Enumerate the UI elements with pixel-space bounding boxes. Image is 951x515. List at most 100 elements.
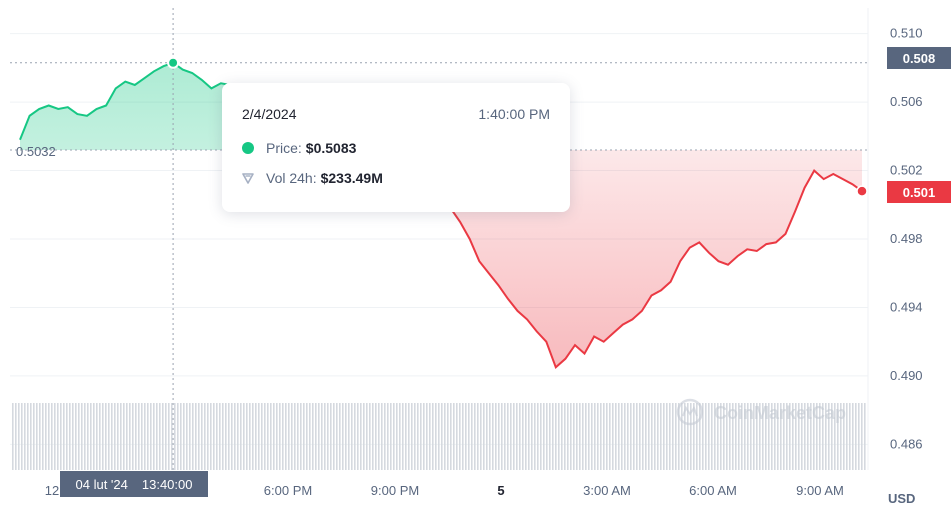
volume-bar [840, 403, 842, 470]
volume-bar [195, 403, 197, 470]
volume-bar [540, 403, 542, 470]
volume-bar [855, 403, 857, 470]
volume-bar [84, 403, 86, 470]
volume-bar [486, 403, 488, 470]
volume-bar [354, 403, 356, 470]
volume-bar [384, 403, 386, 470]
volume-bar [153, 403, 155, 470]
volume-bar [774, 403, 776, 470]
volume-bar [246, 403, 248, 470]
volume-bar [105, 403, 107, 470]
volume-bar [210, 403, 212, 470]
volume-bar [723, 403, 725, 470]
volume-bar [714, 403, 716, 470]
volume-bar [717, 403, 719, 470]
volume-bar [87, 403, 89, 470]
volume-bar [543, 403, 545, 470]
volume-bar [231, 403, 233, 470]
tooltip-price-row: Price: $0.5083 [242, 140, 356, 156]
volume-bar [48, 403, 50, 470]
volume-bar [525, 403, 527, 470]
volume-bar [264, 403, 266, 470]
tooltip-date: 2/4/2024 [242, 106, 297, 122]
volume-bar [744, 403, 746, 470]
volume-bar [432, 403, 434, 470]
volume-bar [261, 403, 263, 470]
volume-bar [141, 403, 143, 470]
current-price-badge: 0.501 [887, 181, 951, 203]
volume-bar [753, 403, 755, 470]
volume-bar [159, 403, 161, 470]
hover-time-badge: 04 lut '24 13:40:00 [60, 471, 208, 497]
volume-bar [111, 403, 113, 470]
volume-bar [18, 403, 20, 470]
volume-bar [687, 403, 689, 470]
tooltip-volume-value: $233.49M [320, 170, 383, 186]
currency-label: USD [888, 491, 916, 506]
volume-bar [138, 403, 140, 470]
volume-bar [612, 403, 614, 470]
volume-bar [390, 403, 392, 470]
volume-bar [366, 403, 368, 470]
volume-bar [462, 403, 464, 470]
volume-bar [123, 403, 125, 470]
volume-bar [120, 403, 122, 470]
volume-bar [495, 403, 497, 470]
y-tick-label: 0.486 [890, 436, 923, 451]
volume-bar [465, 403, 467, 470]
volume-bar [216, 403, 218, 470]
volume-bar [369, 403, 371, 470]
y-tick-label: 0.498 [890, 231, 923, 246]
volume-bar [720, 403, 722, 470]
volume-bar [276, 403, 278, 470]
volume-bar [813, 403, 815, 470]
volume-bar [279, 403, 281, 470]
volume-bar [636, 403, 638, 470]
volume-bar [327, 403, 329, 470]
volume-bar [603, 403, 605, 470]
volume-bar [375, 403, 377, 470]
volume-bar [402, 403, 404, 470]
volume-bar [357, 403, 359, 470]
volume-bar [729, 403, 731, 470]
volume-bar [531, 403, 533, 470]
volume-bar [222, 403, 224, 470]
volume-bar [750, 403, 752, 470]
volume-bar [312, 403, 314, 470]
volume-bar [429, 403, 431, 470]
volume-bar [534, 403, 536, 470]
volume-bar [285, 403, 287, 470]
volume-bar [378, 403, 380, 470]
hover-date-label: 04 lut '24 [75, 476, 128, 492]
volume-bar [741, 403, 743, 470]
volume-bar [168, 403, 170, 470]
volume-bar [726, 403, 728, 470]
volume-bar [342, 403, 344, 470]
volume-bar [27, 403, 29, 470]
volume-bar [351, 403, 353, 470]
volume-bars [12, 403, 866, 470]
volume-bar [171, 403, 173, 470]
volume-bar [393, 403, 395, 470]
volume-bar [213, 403, 215, 470]
volume-bar [333, 403, 335, 470]
volume-bar [756, 403, 758, 470]
volume-bar [771, 403, 773, 470]
volume-bar [63, 403, 65, 470]
volume-bar [735, 403, 737, 470]
volume-bar [441, 403, 443, 470]
volume-bar [72, 403, 74, 470]
volume-bar [381, 403, 383, 470]
volume-bar [207, 403, 209, 470]
volume-bar [591, 403, 593, 470]
tooltip-volume-row: Vol 24h: $233.49M [242, 170, 383, 186]
volume-bar [459, 403, 461, 470]
volume-bar [684, 403, 686, 470]
y-tick-label: 0.506 [890, 94, 923, 109]
volume-bar [624, 403, 626, 470]
volume-bar [858, 403, 860, 470]
volume-bar [843, 403, 845, 470]
volume-bar [291, 403, 293, 470]
volume-bar [396, 403, 398, 470]
